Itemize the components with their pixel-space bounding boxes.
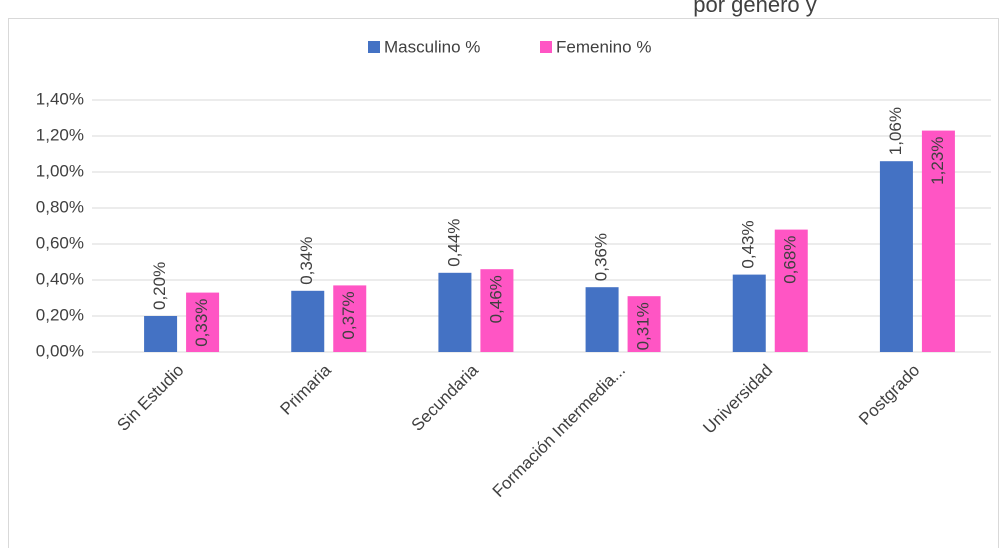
y-tick-label: 1,20%	[36, 125, 84, 144]
chart-title: por género y	[693, 0, 817, 17]
data-label: 1,06%	[886, 107, 905, 155]
x-tick-label: Universidad	[699, 361, 776, 438]
bar	[480, 269, 514, 352]
data-label: 0,34%	[297, 237, 316, 285]
bar	[627, 296, 661, 352]
bar	[291, 290, 325, 352]
data-label: 0,37%	[339, 291, 358, 339]
y-tick-label: 0,80%	[36, 197, 84, 216]
legend-swatch	[540, 41, 552, 53]
x-tick-label: Secundaria	[408, 360, 483, 435]
data-label: 0,20%	[150, 262, 169, 310]
data-label: 0,33%	[192, 299, 211, 347]
y-tick-label: 0,20%	[36, 305, 84, 324]
y-tick-label: 1,40%	[36, 89, 84, 108]
x-tick-label: Postgrado	[855, 361, 923, 429]
data-label: 0,46%	[486, 275, 505, 323]
bar	[585, 287, 619, 352]
chart-frame	[8, 18, 999, 548]
x-tick-label: Sin Estudio	[113, 361, 187, 435]
legend-label: Masculino %	[384, 37, 480, 56]
data-label: 0,31%	[634, 302, 653, 350]
data-label: 0,44%	[444, 219, 463, 267]
data-label: 1,23%	[928, 137, 947, 185]
y-tick-label: 1,00%	[36, 161, 84, 180]
y-tick-label: 0,60%	[36, 233, 84, 252]
bar	[732, 274, 766, 352]
data-label: 0,36%	[592, 233, 611, 281]
data-label: 0,68%	[781, 236, 800, 284]
bar	[921, 130, 955, 352]
bar	[774, 229, 808, 352]
legend-label: Femenino %	[556, 37, 651, 56]
y-tick-label: 0,40%	[36, 269, 84, 288]
y-tick-label: 0,00%	[36, 341, 84, 360]
bar	[879, 161, 913, 352]
x-tick-label: Primaria	[277, 360, 336, 419]
bar	[333, 285, 367, 352]
x-tick-label: Formación Intermedia...	[489, 361, 629, 501]
legend-swatch	[368, 41, 380, 53]
data-label: 0,43%	[739, 220, 758, 268]
bar	[186, 292, 220, 352]
bar	[438, 272, 472, 352]
bar	[144, 316, 178, 352]
